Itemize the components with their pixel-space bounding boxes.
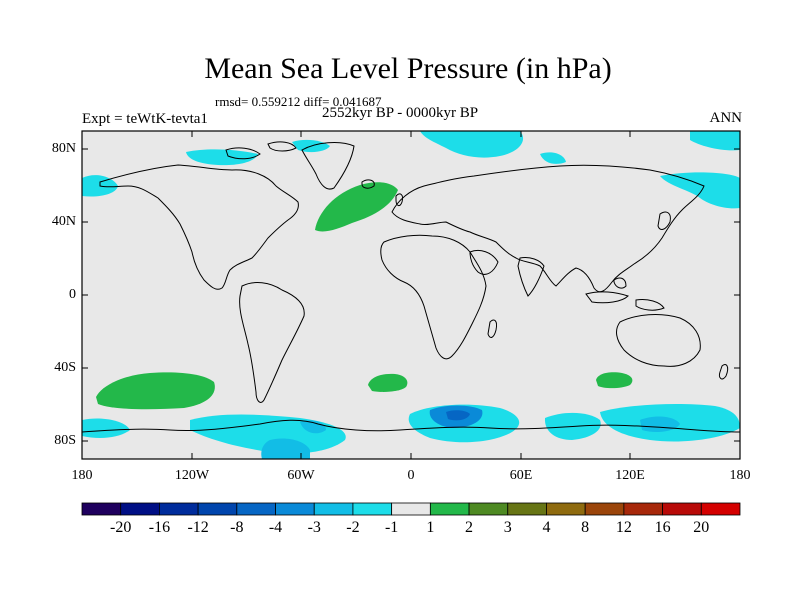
colorbar-swatch-9	[429, 502, 470, 516]
colorbar-swatch-14	[623, 502, 663, 516]
lon-label-180w: 180	[71, 468, 93, 483]
lon-label-120e: 120E	[615, 468, 645, 483]
colorbar-label: 12	[615, 519, 632, 536]
colorbar-swatch-2	[159, 502, 199, 516]
colorbar-swatch-8	[391, 502, 431, 516]
colorbar-label: 1	[426, 519, 435, 536]
colorbar-label: 8	[581, 519, 590, 536]
south-indian-positive-anomaly	[596, 372, 633, 389]
anomaly-shading	[82, 131, 740, 459]
colorbar-swatch-6	[313, 502, 354, 516]
axis-ticks	[81, 131, 741, 459]
colorbar-swatch-0	[81, 502, 122, 516]
colorbar-label: -3	[307, 519, 321, 536]
colorbar-swatch-4	[236, 502, 276, 516]
colorbar-label: -8	[230, 519, 244, 536]
colorbar-swatch-15	[662, 502, 702, 516]
colorbar-swatch-7	[352, 502, 393, 516]
lon-label-180e: 180	[729, 468, 751, 483]
lat-label-40s: 40S	[54, 360, 76, 375]
colorbar-label: -1	[384, 519, 399, 536]
coastlines	[81, 141, 741, 433]
rmsd-diff-stats: rmsd= 0.559212 diff= 0.041687	[215, 94, 382, 109]
colorbar-label: -20	[110, 519, 132, 536]
lon-label-60w: 60W	[287, 468, 315, 483]
south-pacific-positive-anomaly	[96, 372, 215, 410]
colorbar-label: 16	[654, 519, 671, 536]
lat-label-80s: 80S	[54, 433, 76, 448]
north-atlantic-positive-anomaly	[315, 182, 398, 232]
colorbar-swatch-1	[120, 502, 160, 516]
colorbar-label: -16	[148, 519, 171, 536]
colorbar-swatch-3	[197, 502, 238, 516]
colorbar-swatch-11	[507, 502, 547, 516]
lat-label-80n: 80N	[51, 141, 76, 156]
lon-label-120w: 120W	[174, 468, 210, 483]
colorbar-label: -4	[268, 519, 283, 536]
colorbar-swatch-12	[546, 502, 586, 516]
colorbar-label: 4	[542, 519, 551, 536]
colorbar-swatch-13	[584, 502, 625, 516]
lat-label-0: 0	[69, 287, 76, 302]
lon-label-0: 0	[407, 468, 415, 483]
colorbar-swatch-16	[700, 502, 741, 516]
colorbar-label: 2	[465, 519, 474, 536]
south-atlantic-positive-anomaly	[368, 373, 408, 392]
colorbar-label: -12	[187, 519, 209, 536]
colorbar	[81, 502, 741, 516]
colorbar-label: 20	[693, 519, 710, 536]
colorbar-swatch-5	[275, 502, 315, 516]
chart-title: Mean Sea Level Pressure (in hPa)	[204, 52, 612, 85]
lon-label-60e: 60E	[509, 468, 533, 483]
colorbar-label: -2	[346, 519, 360, 536]
experiment-label: Expt = teWtK-tevta1	[82, 111, 208, 127]
lat-label-40n: 40N	[51, 214, 76, 229]
colorbar-swatch-10	[468, 502, 509, 516]
season-label: ANN	[709, 110, 743, 126]
colorbar-label: 3	[503, 519, 512, 536]
time-period: 2552kyr BP - 0000kyr BP	[322, 105, 479, 121]
